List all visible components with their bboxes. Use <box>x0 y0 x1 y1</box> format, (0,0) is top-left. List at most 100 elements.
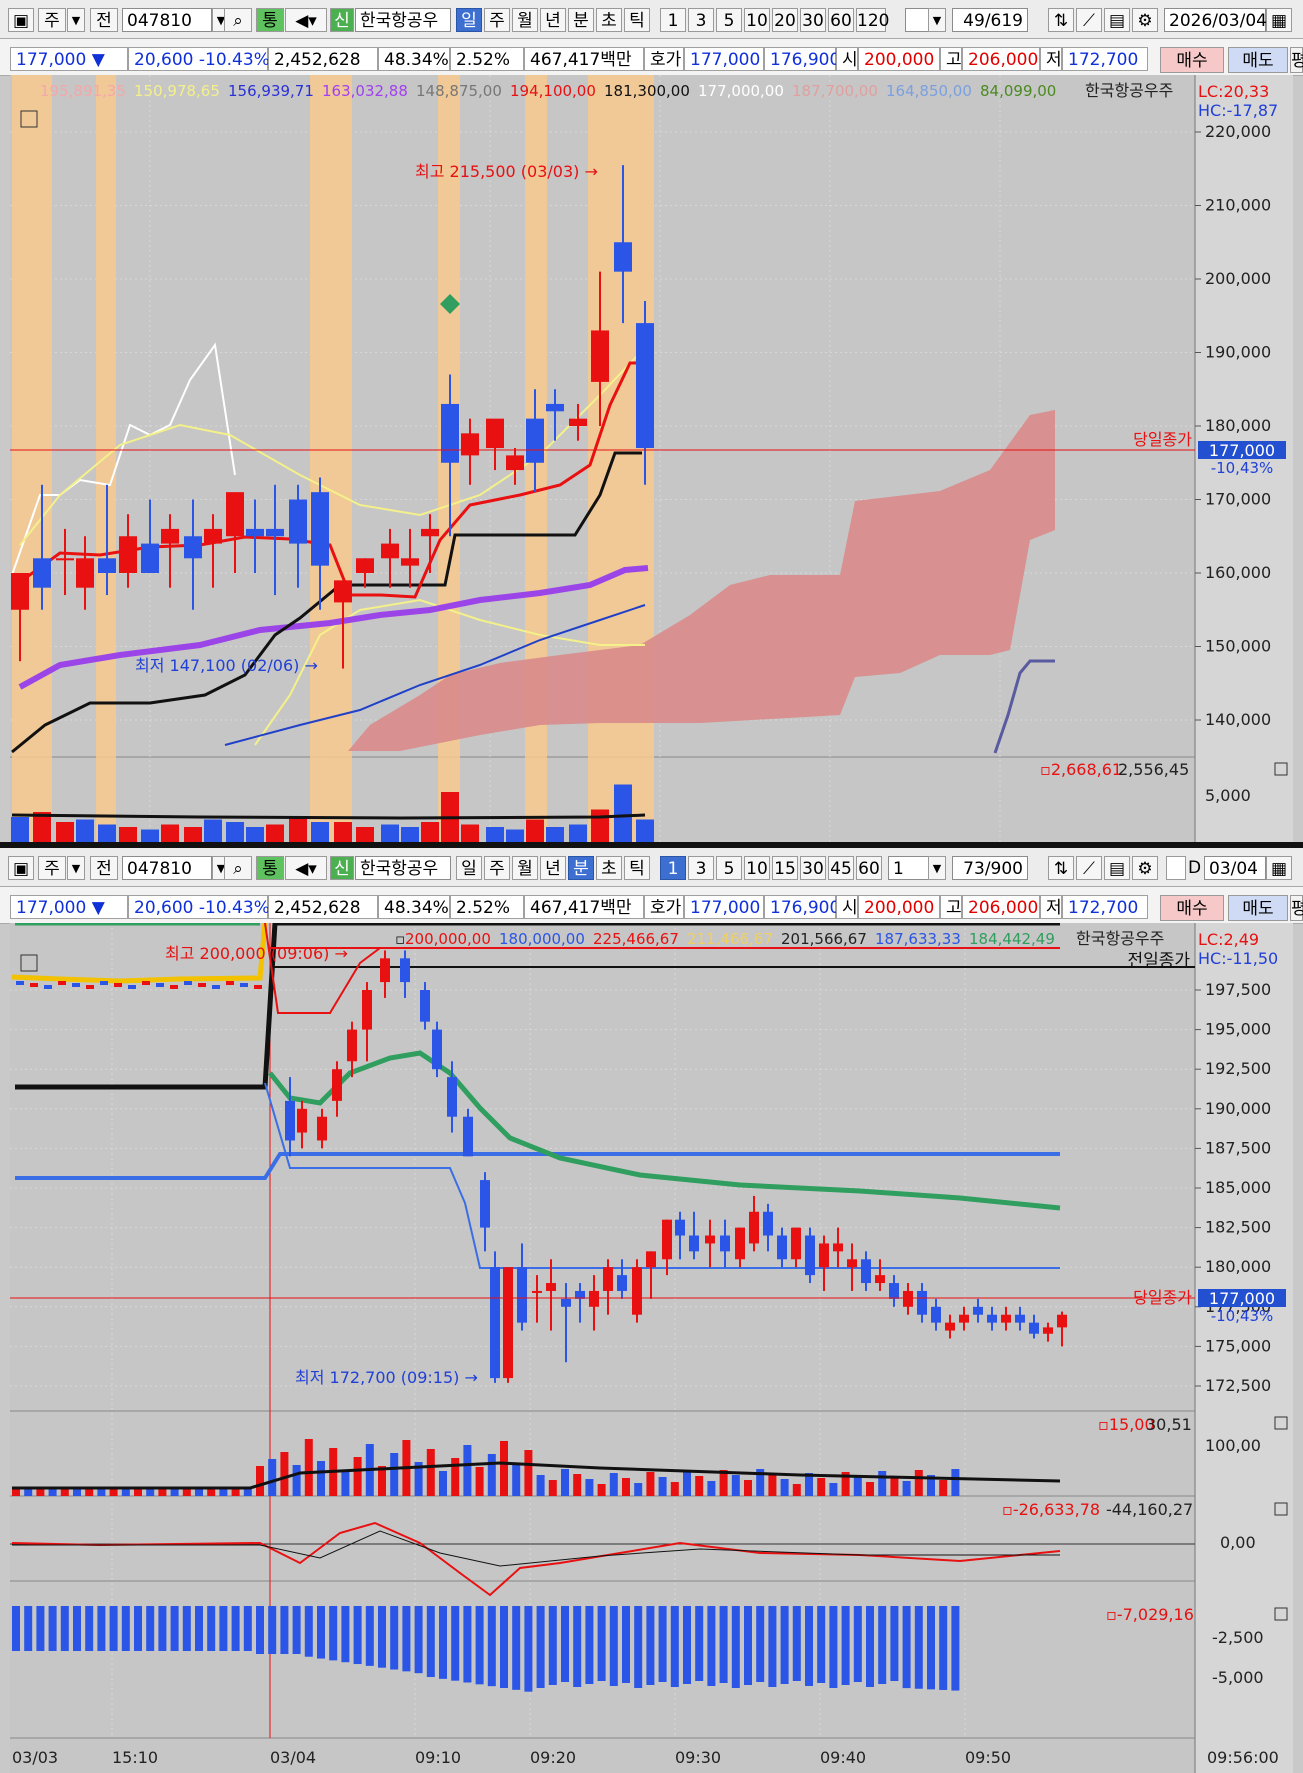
yellow-lower-line <box>254 598 645 746</box>
save-icon[interactable]: ▤ <box>1104 8 1130 32</box>
period-tab-0[interactable]: 일 <box>456 8 482 32</box>
interval-button-3[interactable]: 10 <box>744 856 770 880</box>
candle-tool-icon[interactable]: ⇅ <box>1048 8 1074 32</box>
volume-bar <box>381 824 399 842</box>
volume-bar <box>341 1470 350 1496</box>
interval-button-7[interactable]: 60 <box>856 856 882 880</box>
osc-tick: -2,500 <box>1212 1628 1264 1647</box>
type-button[interactable]: 주 <box>38 8 66 32</box>
sin-button[interactable]: 신 <box>330 8 354 32</box>
avg-button[interactable]: 평 <box>1290 47 1303 73</box>
period-tab-1[interactable]: 주 <box>484 856 510 880</box>
type-dropdown-icon[interactable]: ▼ <box>67 8 85 32</box>
quote-low-label: 저 <box>1040 47 1062 71</box>
search-icon[interactable]: ⌕ <box>224 856 252 880</box>
period-tab-2[interactable]: 월 <box>512 8 538 32</box>
date-input[interactable]: 03/04 <box>1204 856 1266 880</box>
date-input[interactable]: 2026/03/04 <box>1164 8 1267 32</box>
interval-button-5[interactable]: 30 <box>800 8 826 32</box>
interval-button-6[interactable]: 60 <box>828 8 854 32</box>
page-counter: 73/900 <box>952 856 1028 880</box>
daily-chart[interactable]: 195,891,35 150,978,65 156,939,71 163,032,88… <box>0 75 1303 842</box>
quote-high-label: 고 <box>940 895 962 919</box>
candle-tool-icon[interactable]: ⇅ <box>1048 856 1074 880</box>
tong-button[interactable]: 통 <box>256 8 284 32</box>
candle-body <box>334 580 352 603</box>
period-tab-6[interactable]: 틱 <box>624 8 650 32</box>
interval-button-0[interactable]: 1 <box>660 856 686 880</box>
osc-bar <box>561 1606 569 1682</box>
draw-tool-icon[interactable]: ⟋ <box>1076 856 1102 880</box>
d-checkbox[interactable] <box>1166 856 1186 880</box>
interval-button-3[interactable]: 10 <box>744 8 770 32</box>
blue-band-line <box>15 1152 1060 1180</box>
interval-button-6[interactable]: 45 <box>828 856 854 880</box>
window-icon[interactable]: ▣ <box>8 8 34 32</box>
period-tab-5[interactable]: 초 <box>596 8 622 32</box>
period-tab-1[interactable]: 주 <box>484 8 510 32</box>
stock-name-field[interactable]: 한국항공우 <box>355 856 451 880</box>
period-tab-0[interactable]: 일 <box>456 856 482 880</box>
period-tab-2[interactable]: 월 <box>512 856 538 880</box>
gear-icon[interactable]: ⚙ <box>1132 856 1158 880</box>
avg-button[interactable]: 평 <box>1290 895 1303 921</box>
calendar-icon[interactable]: ▦ <box>1266 8 1292 32</box>
interval-button-1[interactable]: 3 <box>688 8 714 32</box>
step-dropdown-icon[interactable]: ▼ <box>928 856 946 880</box>
interval-button-0[interactable]: 1 <box>660 8 686 32</box>
volume-bar <box>890 1476 899 1496</box>
period-tab-3[interactable]: 년 <box>540 8 566 32</box>
quote-low: 172,700 <box>1062 895 1148 919</box>
calendar-icon[interactable]: ▦ <box>1266 856 1292 880</box>
sell-button[interactable]: 매도 <box>1228 47 1288 73</box>
sin-button[interactable]: 신 <box>330 856 354 880</box>
pre-session-candle <box>170 985 178 989</box>
sell-button[interactable]: 매도 <box>1228 895 1288 921</box>
interval-button-2[interactable]: 5 <box>716 856 742 880</box>
candle-body <box>1001 1314 1011 1323</box>
price-legend-value: 84,099,00 <box>980 82 1056 100</box>
period-tab-4[interactable]: 분 <box>568 8 594 32</box>
window-icon[interactable]: ▣ <box>8 856 34 880</box>
minute-chart[interactable]: ▫ 200,000,00 180,000,00 225,466,67 211,466,6… <box>0 923 1303 1773</box>
draw-tool-icon[interactable]: ⟋ <box>1076 8 1102 32</box>
interval-button-5[interactable]: 30 <box>800 856 826 880</box>
quote-ratio1: 48.34% <box>378 895 450 919</box>
pane-divider[interactable] <box>0 842 1303 848</box>
code-input[interactable]: 047810 <box>122 8 212 32</box>
jeon-button[interactable]: 전 <box>90 8 118 32</box>
search-icon[interactable]: ⌕ <box>224 8 252 32</box>
volume-bar <box>546 827 564 842</box>
type-dropdown-icon[interactable]: ▼ <box>67 856 85 880</box>
type-button[interactable]: 주 <box>38 856 66 880</box>
quote-high-label: 고 <box>940 47 962 71</box>
buy-button[interactable]: 매수 <box>1160 895 1224 921</box>
interval-button-1[interactable]: 3 <box>688 856 714 880</box>
jeon-button[interactable]: 전 <box>90 856 118 880</box>
period-tab-6[interactable]: 틱 <box>624 856 650 880</box>
speaker-icon[interactable]: ◀▾ <box>285 8 327 32</box>
interval-button-4[interactable]: 20 <box>772 8 798 32</box>
stock-name-field[interactable]: 한국항공우 <box>355 8 451 32</box>
extra-dropdown-icon[interactable]: ▼ <box>928 8 946 32</box>
speaker-icon[interactable]: ◀▾ <box>285 856 327 880</box>
interval-button-4[interactable]: 15 <box>772 856 798 880</box>
gear-icon[interactable]: ⚙ <box>1132 8 1158 32</box>
close-price-label: 당일종가 <box>1133 1288 1192 1307</box>
period-tab-3[interactable]: 년 <box>540 856 566 880</box>
candle-body <box>362 990 372 1030</box>
interval-button-7[interactable]: 120 <box>856 8 889 32</box>
code-input[interactable]: 047810 <box>122 856 212 880</box>
candle-body <box>987 1314 997 1323</box>
buy-button[interactable]: 매수 <box>1160 47 1224 73</box>
candle-body <box>517 1267 527 1323</box>
interval-button-2[interactable]: 5 <box>716 8 742 32</box>
candle-body <box>903 1290 913 1307</box>
save-icon[interactable]: ▤ <box>1104 856 1130 880</box>
tong-button[interactable]: 통 <box>256 856 284 880</box>
volume-bar <box>756 1469 765 1496</box>
quote-open: 200,000 <box>858 47 940 71</box>
period-tab-5[interactable]: 초 <box>596 856 622 880</box>
price-legend-value: 195,891,35 <box>40 82 126 100</box>
period-tab-4[interactable]: 분 <box>568 856 594 880</box>
